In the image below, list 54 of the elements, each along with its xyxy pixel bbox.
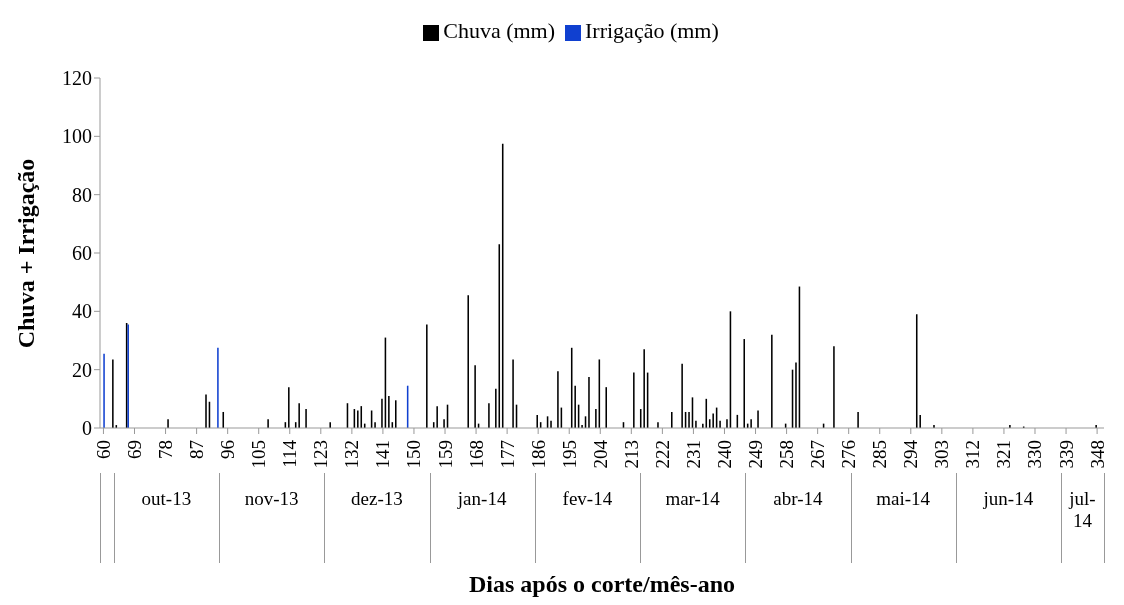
legend-label: Irrigação (mm) (585, 18, 719, 43)
x-tick-label: 168 (465, 440, 487, 469)
x-axis-title: Dias após o corte/mês-ano (468, 571, 736, 598)
x-tick-label: 312 (962, 440, 984, 469)
x-tick-label: 321 (993, 440, 1015, 469)
y-tick-label: 20 (72, 358, 92, 381)
x-tick-label: 240 (713, 440, 735, 469)
x-tick-label: 348 (1086, 440, 1108, 469)
x-tick-label: 222 (651, 440, 673, 469)
x-tick-label: 294 (900, 439, 922, 469)
y-tick-label: 80 (72, 183, 92, 206)
text: fev-14 (562, 488, 613, 509)
y-tick-label: 0 (82, 417, 92, 440)
x-tick-label: 150 (403, 440, 425, 469)
text: out-13 (141, 488, 192, 509)
x-tick-label: 195 (558, 440, 580, 469)
x-tick-label: 276 (838, 440, 860, 469)
x-tick-label: 213 (620, 440, 642, 469)
x-tick-label: 78 (155, 440, 177, 459)
x-tick-label: 285 (869, 440, 891, 469)
x-tick-label: 123 (310, 440, 332, 469)
text: jul-14 (1068, 488, 1096, 531)
x-tick-label: 258 (776, 440, 798, 469)
x-tick-label: 60 (92, 440, 114, 459)
x-tick-label: 141 (372, 440, 394, 469)
x-tick-label: 339 (1055, 440, 1077, 469)
y-tick-label: 60 (72, 242, 92, 265)
x-tick-label: 204 (589, 439, 611, 469)
legend-label: Chuva (mm) (443, 18, 556, 43)
x-tick-label: 87 (186, 440, 208, 459)
x-tick-label: 69 (124, 440, 145, 459)
text: nov-13 (244, 488, 299, 509)
x-tick-label: 303 (931, 440, 953, 469)
x-tick-label: 186 (527, 440, 549, 469)
x-tick-label: 159 (434, 440, 456, 469)
x-tick-label: 249 (745, 440, 767, 469)
x-tick-label: 177 (496, 440, 518, 469)
x-tick-label: 132 (341, 440, 363, 469)
text: dez-13 (351, 488, 403, 509)
y-tick-label: 100 (62, 125, 92, 148)
x-tick-label: 114 (279, 439, 301, 468)
text: abr-14 (773, 488, 823, 509)
y-tick-label: 120 (62, 67, 92, 90)
x-tick-label: 330 (1024, 440, 1046, 469)
x-tick-label: 96 (217, 440, 239, 459)
x-tick-label: 231 (682, 440, 704, 469)
text: jan-14 (456, 488, 507, 509)
text: jun-14 (982, 488, 1034, 509)
text: mai-14 (876, 488, 931, 509)
y-tick-label: 40 (72, 300, 92, 323)
text: mar-14 (665, 488, 721, 509)
x-tick-label: 267 (807, 440, 829, 469)
y-axis-title: Chuva + Irrigação (13, 158, 41, 348)
x-tick-label: 105 (248, 440, 270, 469)
